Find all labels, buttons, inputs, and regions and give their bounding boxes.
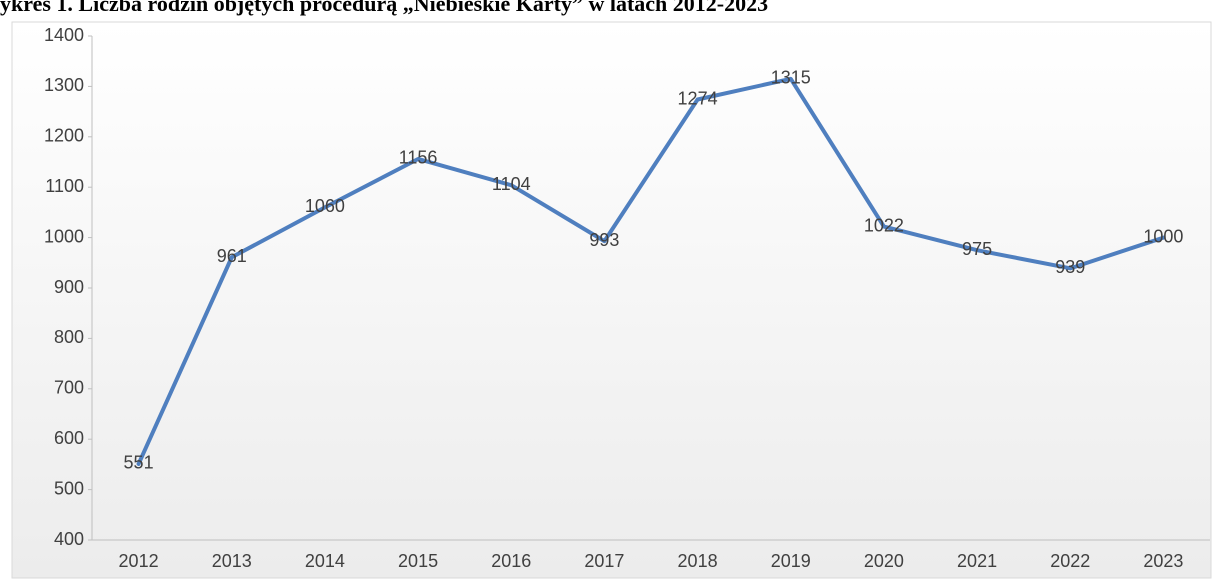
x-tick-label: 2017 <box>584 551 624 571</box>
data-label: 975 <box>962 239 992 259</box>
y-tick-label: 500 <box>54 478 84 498</box>
y-tick-label: 700 <box>54 378 84 398</box>
data-label: 1315 <box>771 68 811 88</box>
data-label: 1104 <box>492 174 531 194</box>
data-label: 961 <box>217 246 247 266</box>
data-label: 1022 <box>864 215 904 235</box>
y-tick-label: 800 <box>54 327 84 347</box>
y-tick-label: 1200 <box>44 126 84 146</box>
x-tick-label: 2012 <box>119 551 159 571</box>
y-tick-label: 1100 <box>45 176 84 196</box>
data-label: 939 <box>1055 257 1085 277</box>
x-tick-label: 2018 <box>678 551 718 571</box>
y-tick-label: 900 <box>54 277 84 297</box>
x-tick-label: 2021 <box>957 551 997 571</box>
y-tick-label: 400 <box>54 529 84 549</box>
x-tick-label: 2019 <box>771 551 811 571</box>
x-tick-label: 2020 <box>864 551 904 571</box>
y-tick-label: 600 <box>54 428 84 448</box>
data-label: 1000 <box>1143 226 1183 246</box>
data-label: 551 <box>124 453 154 473</box>
series-line <box>136 76 1166 466</box>
y-tick-label: 1000 <box>44 226 84 246</box>
y-tick-label: 1400 <box>44 25 84 45</box>
data-label: 993 <box>589 230 619 250</box>
x-tick-label: 2015 <box>398 551 438 571</box>
x-tick-label: 2016 <box>491 551 531 571</box>
chart-area <box>11 21 1212 579</box>
x-tick-label: 2022 <box>1050 551 1090 571</box>
data-label: 1060 <box>305 196 345 216</box>
data-label: 1274 <box>678 88 718 108</box>
chart-title: ykres 1. Liczba rodzin objętych procedur… <box>0 0 768 16</box>
y-tick-label: 1300 <box>44 75 84 95</box>
data-label: 1156 <box>399 148 438 168</box>
x-tick-label: 2023 <box>1143 551 1183 571</box>
x-tick-label: 2014 <box>305 551 345 571</box>
x-tick-label: 2013 <box>212 551 252 571</box>
